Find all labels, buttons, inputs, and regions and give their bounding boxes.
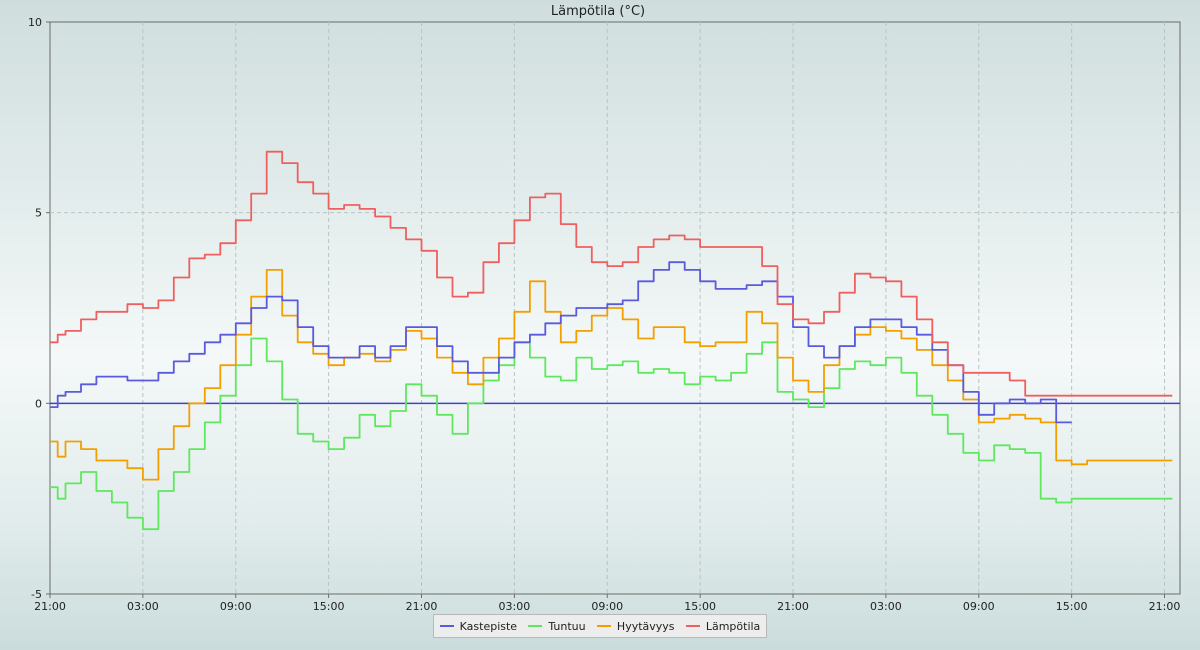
legend: Kastepiste Tuntuu Hyytävyys Lämpötila	[433, 614, 767, 638]
series-line-tuntuu	[50, 337, 1173, 531]
x-tick-label: 15:00	[313, 600, 345, 613]
legend-swatch	[439, 625, 454, 627]
x-tick-label: 21:00	[34, 600, 66, 613]
legend-item: Hyytävyys	[596, 619, 675, 633]
y-tick-label: 0	[35, 397, 42, 410]
y-axis-ticks: -5 0 5 10	[28, 16, 50, 601]
x-tick-label: 03:00	[499, 600, 531, 613]
legend-item: Kastepiste	[439, 619, 518, 633]
series-line-hyytavyys	[50, 269, 1173, 481]
x-tick-label: 21:00	[1149, 600, 1181, 613]
legend-label: Kastepiste	[459, 619, 518, 633]
legend-swatch	[685, 625, 700, 627]
legend-label: Tuntuu	[548, 619, 586, 633]
x-axis-ticks: 21:00 03:00 09:00 15:00 21:00 03:00 09:00 15:00…	[34, 594, 1180, 613]
x-tick-label: 09:00	[963, 600, 995, 613]
x-tick-label: 21:00	[777, 600, 809, 613]
chart-title: Lämpötila (°C)	[551, 4, 645, 19]
plot-area	[49, 21, 1181, 595]
x-tick-label: 03:00	[127, 600, 159, 613]
legend-swatch	[528, 625, 543, 627]
series-line-lampotila	[50, 150, 1173, 397]
legend-item: Tuntuu	[528, 619, 586, 633]
x-tick-label: 09:00	[591, 600, 623, 613]
legend-swatch	[596, 625, 611, 627]
x-tick-label: 03:00	[870, 600, 902, 613]
x-tick-label: 15:00	[684, 600, 716, 613]
plot-frame	[49, 21, 1181, 595]
y-tick-label: -5	[31, 588, 42, 601]
series-line-kastepiste	[50, 261, 1072, 424]
legend-item: Lämpötila	[685, 619, 761, 633]
y-tick-label: 5	[35, 207, 42, 220]
x-tick-label: 09:00	[220, 600, 252, 613]
legend-label: Hyytävyys	[616, 619, 675, 633]
legend-label: Lämpötila	[705, 619, 761, 633]
x-tick-label: 21:00	[406, 600, 438, 613]
series-layer	[50, 150, 1173, 531]
y-tick-label: 10	[28, 16, 42, 29]
x-tick-label: 15:00	[1056, 600, 1088, 613]
